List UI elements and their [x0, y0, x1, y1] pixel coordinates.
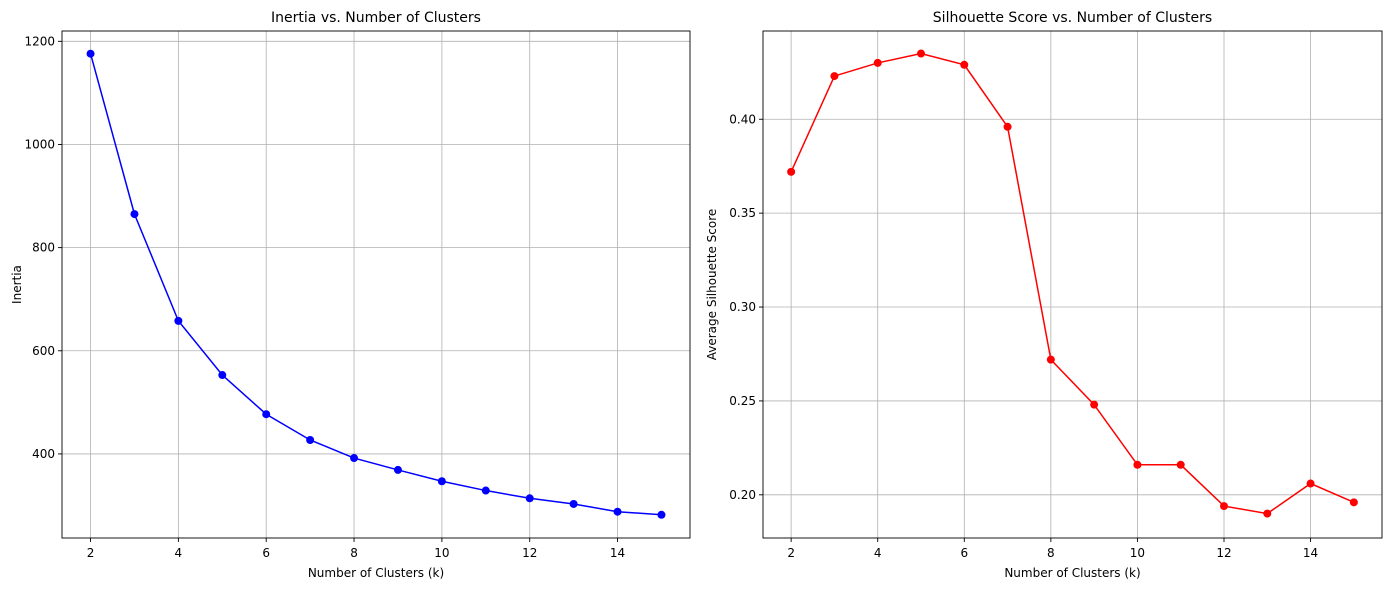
inertia-data-point — [130, 210, 139, 219]
silhouette-data-point — [1046, 355, 1055, 364]
inertia-y-tick-label: 400 — [32, 447, 55, 461]
inertia-data-point — [218, 371, 227, 380]
inertia-x-tick-label: 12 — [522, 546, 537, 560]
silhouette-x-axis-label: Number of Clusters (k) — [1004, 566, 1140, 580]
inertia-y-tick-label: 1200 — [24, 34, 55, 48]
silhouette-chart-title: Silhouette Score vs. Number of Clusters — [933, 10, 1212, 26]
silhouette-y-tick-label: 0.25 — [729, 394, 756, 408]
inertia-data-point — [657, 510, 666, 519]
silhouette-data-point — [1003, 122, 1012, 131]
silhouette-data-point — [873, 58, 882, 67]
inertia-y-axis-label: Inertia — [10, 265, 24, 304]
silhouette-axes-frame — [762, 30, 1383, 539]
silhouette-x-tick-label: 14 — [1303, 546, 1318, 560]
inertia-data-point — [393, 465, 402, 474]
inertia-x-tick-label: 10 — [434, 546, 449, 560]
inertia-x-tick-label: 8 — [350, 546, 358, 560]
silhouette-data-point — [787, 167, 796, 176]
inertia-y-tick-label: 1000 — [24, 137, 55, 151]
silhouette-y-tick-label: 0.35 — [729, 206, 756, 220]
inertia-x-tick-label: 6 — [262, 546, 270, 560]
silhouette-chart: 2 4 6 8 10 12 14 0.20 0.25 0.30 0.35 0.40 Silhouette… — [705, 10, 1383, 580]
silhouette-data-point — [1176, 460, 1185, 469]
silhouette-x-tick-label: 4 — [874, 546, 882, 560]
inertia-data-point — [306, 436, 315, 445]
inertia-x-axis-label: Number of Clusters (k) — [308, 566, 444, 580]
inertia-y-tick-label: 800 — [32, 241, 55, 255]
inertia-chart: 2 4 6 8 10 12 14 400 600 800 1000 1200 Inertia vs. N… — [10, 10, 691, 580]
silhouette-data-point — [1133, 460, 1142, 469]
silhouette-data-point — [1263, 509, 1272, 518]
silhouette-y-tick-label: 0.40 — [729, 112, 756, 126]
inertia-chart-title: Inertia vs. Number of Clusters — [271, 10, 481, 26]
silhouette-data-point — [830, 72, 839, 81]
silhouette-series-line — [790, 52, 1355, 515]
inertia-data-point — [350, 454, 359, 463]
inertia-data-point — [86, 49, 95, 58]
inertia-data-point — [481, 486, 490, 495]
inertia-data-point — [569, 499, 578, 508]
inertia-x-tick-label: 14 — [610, 546, 625, 560]
inertia-axes-frame — [61, 30, 691, 539]
silhouette-x-tick-label: 8 — [1047, 546, 1055, 560]
inertia-data-point — [262, 410, 271, 419]
silhouette-x-tick-label: 6 — [960, 546, 968, 560]
silhouette-y-tick-label: 0.20 — [729, 488, 756, 502]
inertia-series-line — [89, 53, 662, 516]
silhouette-data-point — [1090, 400, 1099, 409]
inertia-x-tick-label: 4 — [175, 546, 183, 560]
inertia-data-point — [437, 477, 446, 486]
silhouette-x-tick-label: 12 — [1216, 546, 1231, 560]
silhouette-y-axis-label: Average Silhouette Score — [705, 209, 719, 361]
silhouette-data-point — [1220, 502, 1229, 511]
inertia-x-tick-label: 2 — [87, 546, 95, 560]
inertia-data-point — [613, 507, 622, 516]
inertia-data-point — [525, 494, 534, 503]
inertia-y-tick-label: 600 — [32, 344, 55, 358]
silhouette-data-point — [960, 60, 969, 69]
silhouette-data-point — [1306, 479, 1315, 488]
inertia-data-point — [174, 316, 183, 325]
silhouette-x-tick-label: 10 — [1130, 546, 1145, 560]
silhouette-data-point — [916, 49, 925, 58]
silhouette-x-tick-label: 2 — [787, 546, 795, 560]
silhouette-data-point — [1349, 498, 1358, 507]
silhouette-y-tick-label: 0.30 — [729, 300, 756, 314]
